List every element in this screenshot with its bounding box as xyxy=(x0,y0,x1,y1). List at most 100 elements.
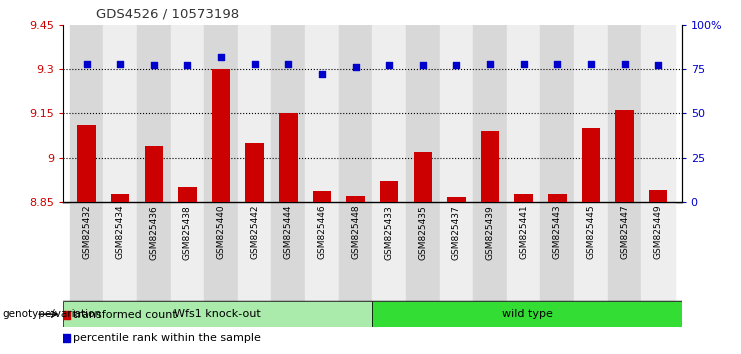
Text: GSM825446: GSM825446 xyxy=(317,205,327,259)
Bar xyxy=(574,202,608,301)
Bar xyxy=(77,125,96,202)
Bar xyxy=(178,187,196,202)
Text: GSM825435: GSM825435 xyxy=(418,205,428,259)
Bar xyxy=(615,110,634,202)
Bar xyxy=(170,202,205,301)
Bar xyxy=(137,202,170,301)
Point xyxy=(518,61,530,67)
Text: GSM825442: GSM825442 xyxy=(250,205,259,259)
Bar xyxy=(373,202,406,301)
Bar xyxy=(608,25,642,202)
Bar xyxy=(439,202,473,301)
Bar xyxy=(540,202,574,301)
Bar xyxy=(574,25,608,202)
Bar xyxy=(582,128,600,202)
Point xyxy=(383,63,395,68)
Text: GSM825438: GSM825438 xyxy=(183,205,192,259)
Bar xyxy=(540,25,574,202)
Bar xyxy=(473,202,507,301)
Text: GSM825444: GSM825444 xyxy=(284,205,293,259)
Point xyxy=(81,61,93,67)
Bar xyxy=(642,25,675,202)
Bar xyxy=(339,202,373,301)
Point xyxy=(60,335,72,341)
Text: GSM825449: GSM825449 xyxy=(654,205,662,259)
Text: GSM825445: GSM825445 xyxy=(586,205,596,259)
Bar xyxy=(170,25,205,202)
Bar xyxy=(111,194,130,202)
Bar xyxy=(238,25,271,202)
Text: GSM825441: GSM825441 xyxy=(519,205,528,259)
Point xyxy=(451,63,462,68)
Bar xyxy=(271,25,305,202)
Text: GSM825432: GSM825432 xyxy=(82,205,91,259)
Text: GSM825434: GSM825434 xyxy=(116,205,124,259)
Text: wild type: wild type xyxy=(502,309,553,319)
Bar xyxy=(507,25,540,202)
Point xyxy=(417,63,429,68)
Bar xyxy=(103,25,137,202)
Bar xyxy=(137,25,170,202)
Bar xyxy=(642,202,675,301)
Point xyxy=(215,54,227,59)
Point xyxy=(350,64,362,70)
Bar xyxy=(70,25,103,202)
Point xyxy=(282,61,294,67)
Bar xyxy=(346,196,365,202)
Bar xyxy=(305,25,339,202)
Bar xyxy=(339,25,372,202)
Text: GSM825447: GSM825447 xyxy=(620,205,629,259)
Bar xyxy=(447,198,465,202)
Point xyxy=(551,61,563,67)
Bar xyxy=(406,25,439,202)
Text: genotype/variation: genotype/variation xyxy=(2,309,102,319)
Point xyxy=(484,61,496,67)
Bar xyxy=(279,113,298,202)
Text: GSM825448: GSM825448 xyxy=(351,205,360,259)
Point xyxy=(585,61,597,67)
Point xyxy=(182,63,193,68)
Bar xyxy=(413,152,432,202)
Point xyxy=(316,72,328,77)
Bar xyxy=(507,202,540,301)
Bar xyxy=(548,194,567,202)
Point xyxy=(249,61,261,67)
Bar xyxy=(380,181,399,202)
Text: GDS4526 / 10573198: GDS4526 / 10573198 xyxy=(96,7,239,20)
Bar xyxy=(103,202,137,301)
Bar xyxy=(313,192,331,202)
Bar xyxy=(372,25,406,202)
Text: percentile rank within the sample: percentile rank within the sample xyxy=(73,333,262,343)
Point xyxy=(60,312,72,318)
Text: GSM825443: GSM825443 xyxy=(553,205,562,259)
Bar xyxy=(649,190,668,202)
Bar xyxy=(271,202,305,301)
Bar xyxy=(406,202,439,301)
Bar xyxy=(205,25,238,202)
Bar xyxy=(514,194,533,202)
Bar xyxy=(238,202,271,301)
Bar xyxy=(473,25,507,202)
Bar xyxy=(608,202,642,301)
Bar xyxy=(245,143,264,202)
Text: GSM825433: GSM825433 xyxy=(385,205,393,259)
Bar xyxy=(70,202,103,301)
Text: GSM825437: GSM825437 xyxy=(452,205,461,259)
Point xyxy=(114,61,126,67)
Bar xyxy=(439,25,473,202)
Point xyxy=(148,63,160,68)
Text: Wfs1 knock-out: Wfs1 knock-out xyxy=(174,309,261,319)
Text: transformed count: transformed count xyxy=(73,310,177,320)
Bar xyxy=(481,131,499,202)
Bar xyxy=(212,69,230,202)
Text: GSM825440: GSM825440 xyxy=(216,205,225,259)
Point xyxy=(652,63,664,68)
Point xyxy=(619,61,631,67)
Bar xyxy=(144,146,163,202)
Text: GSM825439: GSM825439 xyxy=(485,205,494,259)
FancyBboxPatch shape xyxy=(63,301,373,327)
FancyBboxPatch shape xyxy=(373,301,682,327)
Text: GSM825436: GSM825436 xyxy=(149,205,159,259)
Bar xyxy=(205,202,238,301)
Bar xyxy=(305,202,339,301)
